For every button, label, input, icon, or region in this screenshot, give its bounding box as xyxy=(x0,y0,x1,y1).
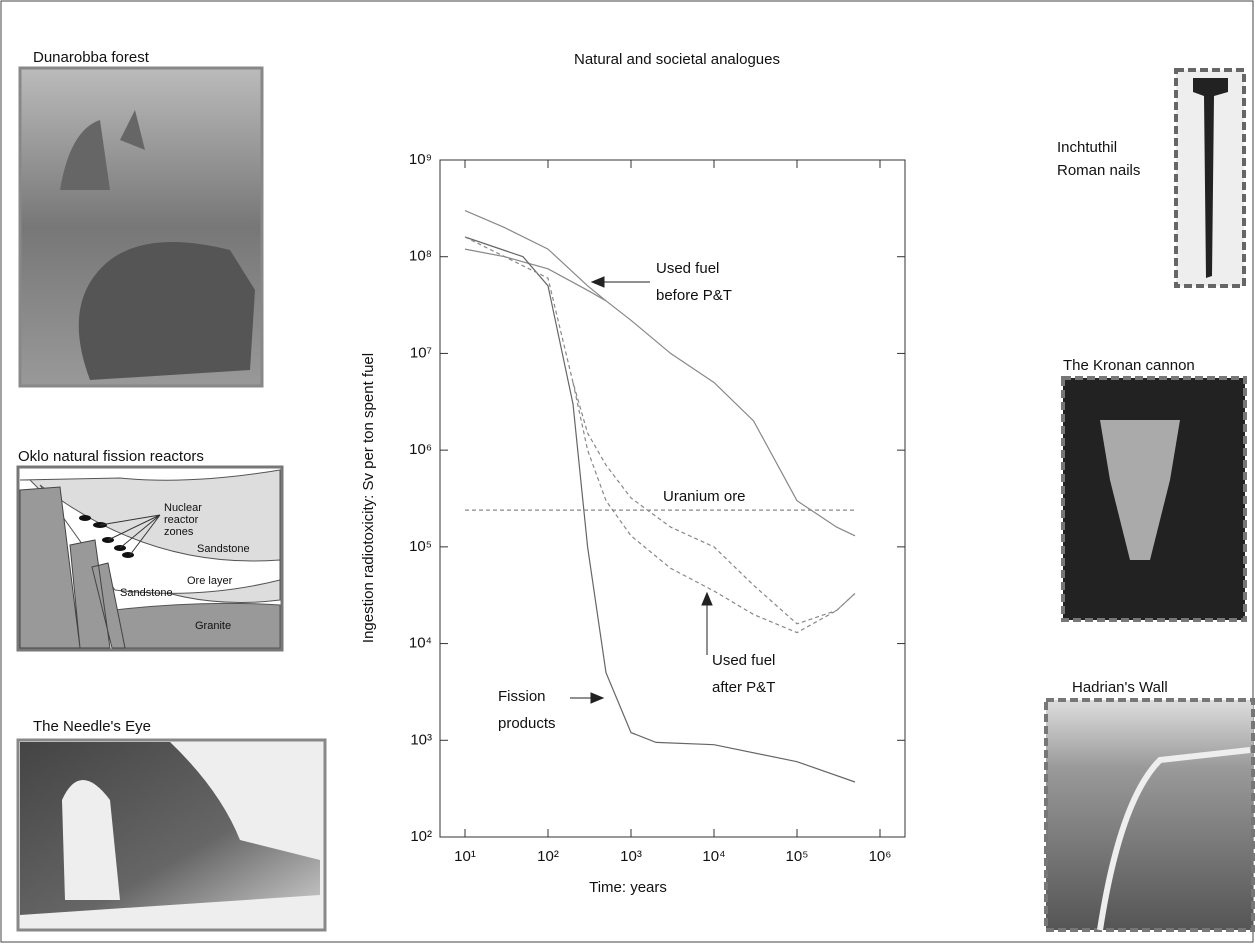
diagram-label: Sandstone xyxy=(197,543,250,555)
annotation: before P&T xyxy=(656,287,732,304)
x-tick-label: 10⁶ xyxy=(869,848,892,865)
series-line xyxy=(464,236,856,625)
y-tick-label: 10² xyxy=(410,828,432,845)
diagram-label: Nuclear xyxy=(164,502,202,514)
panel-label: Roman nails xyxy=(1057,162,1140,179)
diagram-label: Sandstone xyxy=(120,587,173,599)
chart-title: Natural and societal analogues xyxy=(574,51,780,68)
diagram-label: Granite xyxy=(195,620,231,632)
photo-detail xyxy=(78,242,255,380)
rock-block xyxy=(19,486,126,649)
y-tick-label: 10⁶ xyxy=(409,441,432,458)
x-tick-label: 10¹ xyxy=(454,848,476,865)
panel-label: Oklo natural fission reactors xyxy=(18,448,204,465)
panel-label: Inchtuthil xyxy=(1057,139,1117,156)
x-tick-label: 10⁵ xyxy=(786,848,809,865)
annotation: Used fuel xyxy=(712,652,775,669)
annotation: Fission xyxy=(498,688,546,705)
series-line xyxy=(464,236,856,783)
annotation: products xyxy=(498,715,556,732)
panel-label: The Needle's Eye xyxy=(33,718,151,735)
photo-detail xyxy=(1097,747,1251,931)
photo xyxy=(1044,698,1255,932)
y-tick-label: 10⁷ xyxy=(410,344,432,361)
diagram-label: reactor xyxy=(164,514,199,526)
annotation: Uranium ore xyxy=(663,488,746,505)
annotation: Used fuel xyxy=(656,260,719,277)
annotation-arrows xyxy=(570,276,713,704)
y-tick-label: 10⁸ xyxy=(409,248,432,265)
photo-detail xyxy=(1193,78,1228,278)
diagram-label: Ore layer xyxy=(187,575,233,587)
y-tick-label: 10⁹ xyxy=(409,151,432,168)
series-line xyxy=(464,248,607,302)
annotation: after P&T xyxy=(712,679,775,696)
panel-label: The Kronan cannon xyxy=(1063,357,1195,374)
pointer xyxy=(99,514,161,556)
photo-detail xyxy=(60,110,145,190)
series-line xyxy=(572,382,856,634)
y-axis-label: Ingestion radiotoxicity: Sv per ton spen… xyxy=(360,353,377,643)
diagram-label: zones xyxy=(164,526,194,538)
x-tick-label: 10² xyxy=(537,848,559,865)
x-axis-label: Time: years xyxy=(589,879,667,896)
granite xyxy=(114,602,281,649)
reactor-zones xyxy=(79,515,134,558)
panel-label: Dunarobba forest xyxy=(33,49,150,66)
series-line xyxy=(464,210,856,537)
x-tick-label: 10³ xyxy=(620,848,642,865)
y-tick-label: 10⁵ xyxy=(409,538,432,555)
photo-detail xyxy=(1100,420,1180,560)
y-tick-label: 10³ xyxy=(410,731,432,748)
plot-frame xyxy=(439,159,906,838)
photo-detail xyxy=(62,780,120,900)
y-tick-label: 10⁴ xyxy=(409,635,432,652)
panel-label: Hadrian's Wall xyxy=(1072,679,1168,696)
x-tick-label: 10⁴ xyxy=(702,848,725,865)
